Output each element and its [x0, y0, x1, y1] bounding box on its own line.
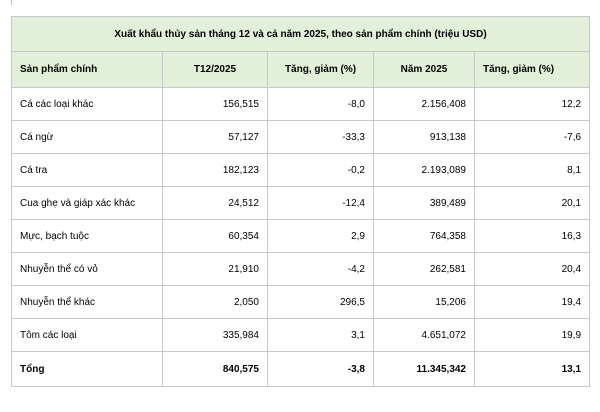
- header-month: T12/2025: [162, 51, 268, 88]
- month-change-cell: 2,9: [267, 219, 374, 253]
- year-change-cell: 16,3: [473, 219, 591, 253]
- product-cell: Cá tra: [11, 153, 163, 187]
- header-month-change: Tăng, giảm (%): [267, 51, 374, 88]
- year-change-cell: 8,1: [473, 153, 591, 187]
- header-year-change: Tăng, giảm (%): [473, 51, 591, 88]
- month-change-cell: 3,1: [267, 318, 374, 352]
- table-row: Cua ghẹ và giáp xác khác 24,512 -12,4 38…: [11, 186, 591, 220]
- total-year-change: 13,1: [473, 351, 591, 387]
- seafood-export-table: Xuất khẩu thủy sản tháng 12 và cả năm 20…: [10, 16, 591, 387]
- month-value-cell: 335,984: [162, 318, 268, 352]
- year-change-cell: 19,4: [473, 285, 591, 319]
- month-value-cell: 57,127: [162, 120, 268, 154]
- table-row: Mực, bạch tuộc 60,354 2,9 764,358 16,3: [11, 219, 591, 253]
- header-product: Sản phẩm chính: [11, 51, 163, 88]
- table-row: Cá ngừ 57,127 -33,3 913,138 -7,6: [11, 120, 591, 154]
- table-title: Xuất khẩu thủy sản tháng 12 và cả năm 20…: [10, 16, 591, 52]
- month-value-cell: 21,910: [162, 252, 268, 286]
- year-value-cell: 913,138: [373, 120, 475, 154]
- year-change-cell: 20,1: [473, 186, 591, 220]
- month-change-cell: -8,0: [267, 87, 374, 121]
- product-cell: Tôm các loại: [11, 318, 163, 352]
- table-header-row: Sản phẩm chính T12/2025 Tăng, giảm (%) N…: [11, 51, 591, 88]
- year-value-cell: 2.156,408: [373, 87, 475, 121]
- total-year-value: 11.345,342: [373, 351, 475, 387]
- total-month-value: 840,575: [162, 351, 268, 387]
- product-cell: Mực, bạch tuộc: [11, 219, 163, 253]
- month-change-cell: -0,2: [267, 153, 374, 187]
- year-value-cell: 262,581: [373, 252, 475, 286]
- month-change-cell: -4,2: [267, 252, 374, 286]
- month-change-cell: -33,3: [267, 120, 374, 154]
- year-value-cell: 389,489: [373, 186, 475, 220]
- year-change-cell: 20,4: [473, 252, 591, 286]
- table-row: Cá các loại khác 156,515 -8,0 2.156,408 …: [11, 87, 591, 121]
- table-row: Nhuyễn thể có vỏ 21,910 -4,2 262,581 20,…: [11, 252, 591, 286]
- product-cell: Nhuyễn thể có vỏ: [11, 252, 163, 286]
- month-value-cell: 2,050: [162, 285, 268, 319]
- product-cell: Cá ngừ: [11, 120, 163, 154]
- table-row: Cá tra 182,123 -0,2 2.193,089 8,1: [11, 153, 591, 187]
- month-value-cell: 24,512: [162, 186, 268, 220]
- table-row: Nhuyễn thể khác 2,050 296,5 15,206 19,4: [11, 285, 591, 319]
- year-change-cell: 12,2: [473, 87, 591, 121]
- month-value-cell: 182,123: [162, 153, 268, 187]
- total-month-change: -3,8: [267, 351, 374, 387]
- month-change-cell: 296,5: [267, 285, 374, 319]
- month-value-cell: 60,354: [162, 219, 268, 253]
- table-row: Tôm các loại 335,984 3,1 4.651,072 19,9: [11, 318, 591, 352]
- year-value-cell: 4.651,072: [373, 318, 475, 352]
- year-value-cell: 764,358: [373, 219, 475, 253]
- table-total-row: Tổng 840,575 -3,8 11.345,342 13,1: [11, 351, 591, 387]
- month-value-cell: 156,515: [162, 87, 268, 121]
- product-cell: Cá các loại khác: [11, 87, 163, 121]
- month-change-cell: -12,4: [267, 186, 374, 220]
- top-border-fragment: [11, 0, 12, 5]
- year-value-cell: 15,206: [373, 285, 475, 319]
- table-title-row: Xuất khẩu thủy sản tháng 12 và cả năm 20…: [10, 16, 591, 52]
- year-change-cell: 19,9: [473, 318, 591, 352]
- total-label: Tổng: [11, 351, 163, 387]
- header-year: Năm 2025: [373, 51, 475, 88]
- product-cell: Cua ghẹ và giáp xác khác: [11, 186, 163, 220]
- product-cell: Nhuyễn thể khác: [11, 285, 163, 319]
- year-change-cell: -7,6: [473, 120, 591, 154]
- year-value-cell: 2.193,089: [373, 153, 475, 187]
